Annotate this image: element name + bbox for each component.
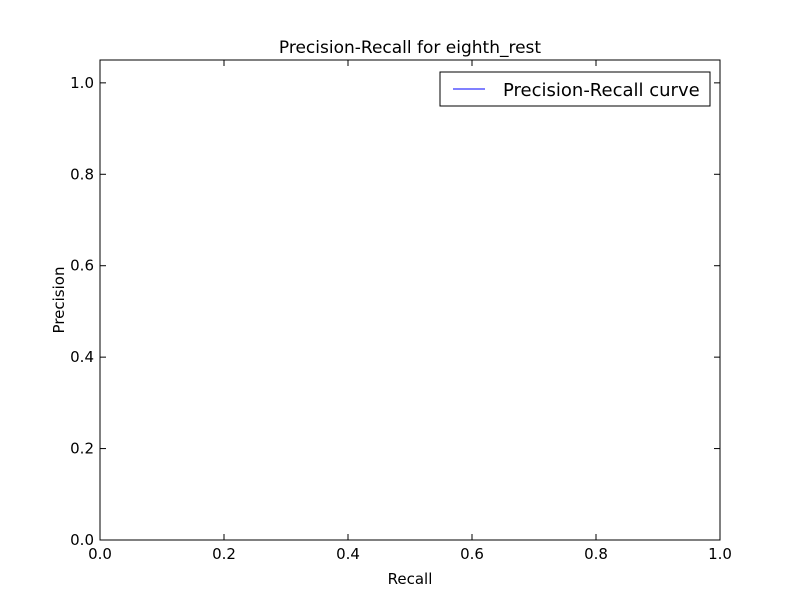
legend-label-precision-recall-curve: Precision-Recall curve xyxy=(503,80,700,101)
y-tick-label: 1.0 xyxy=(70,74,94,92)
x-tick-label: 1.0 xyxy=(708,545,732,563)
y-tick-label: 0.2 xyxy=(70,440,94,458)
y-tick-label: 0.4 xyxy=(70,348,94,366)
x-tick-label: 0.0 xyxy=(88,545,112,563)
y-tick-label: 0.6 xyxy=(70,257,94,275)
y-tick-label: 0.8 xyxy=(70,165,94,183)
y-tick-label: 0.0 xyxy=(70,531,94,549)
x-tick-label: 0.6 xyxy=(460,545,484,563)
y-axis-label: Precision xyxy=(50,267,68,334)
x-tick-label: 0.4 xyxy=(336,545,360,563)
plot-area-frame xyxy=(99,59,721,541)
x-tick-label: 0.8 xyxy=(584,545,608,563)
axis-ticks: 0.0 0.2 0.4 0.6 0.8 1.0 0.0 0.2 0.4 0.6 0.8 1.0 xyxy=(70,60,732,563)
x-axis-label: Recall xyxy=(388,570,433,588)
chart-title: Precision-Recall for eighth_rest xyxy=(279,38,542,58)
x-tick-label: 0.2 xyxy=(212,545,236,563)
legend: Precision-Recall curve xyxy=(439,71,711,107)
